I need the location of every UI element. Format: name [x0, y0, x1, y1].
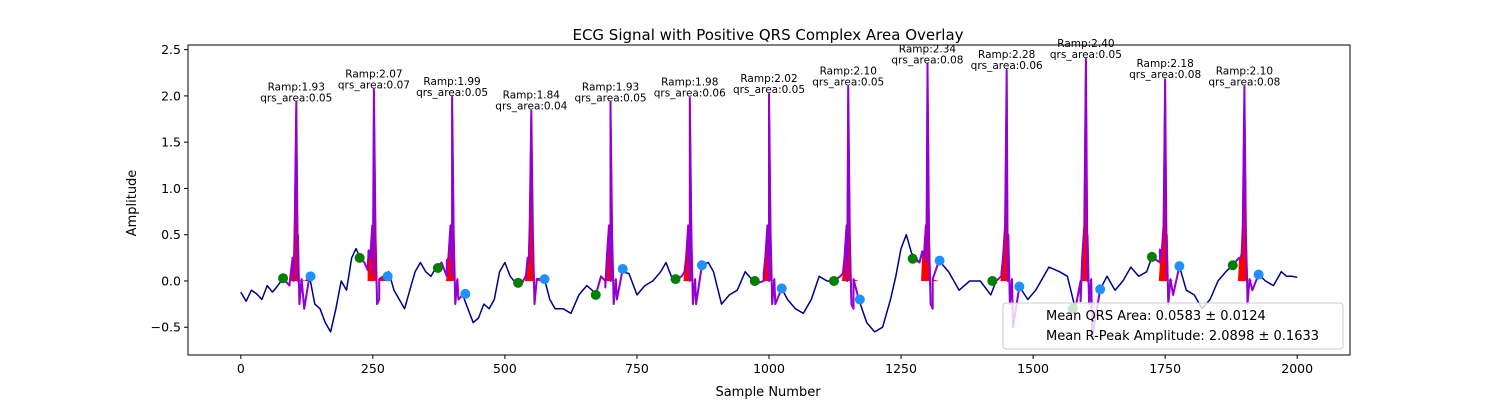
qrs-area-label: qrs_area:0.08	[1129, 69, 1201, 81]
qrs-area-label: qrs_area:0.06	[971, 60, 1043, 72]
qrs-offset-marker	[460, 288, 471, 299]
qrs-area-label: qrs_area:0.05	[733, 84, 805, 96]
r-amp-label: Ramp:2.28	[978, 49, 1035, 61]
qrs-offset-marker	[382, 271, 393, 282]
qrs-offset-marker	[305, 271, 316, 282]
qrs-offset-marker	[1253, 269, 1264, 280]
qrs-segment-line	[675, 96, 703, 306]
qrs-segment-line	[436, 95, 466, 306]
qrs-onset-marker	[513, 277, 524, 288]
qrs-onset-marker	[278, 273, 289, 284]
r-amp-label: Ramp:2.10	[1216, 66, 1273, 78]
y-tick-label: 2.5	[161, 42, 181, 57]
r-amp-label: Ramp:2.10	[820, 66, 877, 78]
legend-entry: Mean R-Peak Amplitude: 2.0898 ± 0.1633	[1046, 329, 1319, 344]
y-tick-label: 0.0	[161, 273, 181, 288]
qrs-segment-line	[594, 101, 624, 306]
x-tick-label: 750	[625, 361, 649, 376]
qrs-segment-line	[359, 88, 388, 306]
qrs-onset-marker	[432, 263, 443, 274]
r-amp-label: Ramp:1.98	[661, 77, 718, 89]
qrs-segment-line	[754, 93, 783, 306]
qrs-area-label: qrs_area:0.07	[338, 79, 410, 91]
r-amp-label: Ramp:1.99	[423, 76, 480, 88]
x-axis-label: Sample Number	[715, 385, 821, 400]
qrs-onset-marker	[1227, 260, 1238, 271]
x-tick-label: 250	[361, 361, 385, 376]
chart-title: ECG Signal with Positive QRS Complex Are…	[572, 26, 963, 44]
r-amp-label: Ramp:1.84	[503, 90, 561, 102]
qrs-area-label: qrs_area:0.04	[495, 101, 567, 113]
qrs-onset-marker	[907, 253, 918, 264]
y-tick-label: −0.5	[151, 320, 181, 335]
qrs-onset-marker	[749, 275, 760, 286]
qrs-offset-marker	[934, 255, 945, 266]
r-amp-label: Ramp:2.18	[1136, 58, 1193, 70]
qrs-area-label: qrs_area:0.05	[416, 87, 488, 99]
qrs-offset-marker	[1095, 284, 1106, 295]
qrs-onset-marker	[354, 252, 365, 263]
qrs-onset-marker	[828, 275, 839, 286]
qrs-offset-marker	[854, 294, 865, 305]
plot-area	[240, 57, 1298, 338]
qrs-segment-line	[992, 69, 1021, 329]
qrs-segment-line	[282, 101, 311, 310]
qrs-onset-marker	[590, 289, 601, 300]
qrs-area-label: qrs_area:0.05	[1050, 49, 1122, 61]
r-amp-label: Ramp:2.02	[740, 73, 797, 85]
qrs-area-label: qrs_area:0.05	[575, 92, 647, 104]
qrs-segment-line	[833, 85, 860, 310]
r-amp-label: Ramp:2.34	[899, 43, 957, 55]
qrs-onset-marker	[1146, 251, 1157, 262]
y-tick-label: 1.0	[161, 181, 181, 196]
x-tick-label: 0	[237, 361, 245, 376]
qrs-onset-marker	[987, 275, 998, 286]
r-amp-label: Ramp:2.07	[345, 68, 402, 80]
legend: Mean QRS Area: 0.0583 ± 0.0124 Mean R-Pea…	[1002, 302, 1344, 350]
r-amp-label: Ramp:1.93	[268, 81, 325, 93]
y-tick-label: 1.5	[161, 135, 181, 150]
qrs-offset-marker	[539, 274, 550, 285]
qrs-area-fill	[921, 64, 939, 282]
beat-annotations: Ramp:1.93qrs_area:0.05Ramp:2.07qrs_area:…	[260, 38, 1280, 113]
x-tick-label: 1250	[885, 361, 917, 376]
qrs-segment-line	[912, 63, 941, 310]
qrs-area-label: qrs_area:0.06	[654, 88, 726, 100]
x-tick-label: 500	[493, 361, 517, 376]
x-axis-ticks: 0 250 500 750 1000 1250 1500 1750 2000	[237, 355, 1313, 376]
qrs-area-label: qrs_area:0.05	[260, 92, 332, 104]
qrs-segment-line	[1072, 57, 1102, 338]
qrs-area-label: qrs_area:0.08	[891, 54, 963, 66]
qrs-offset-marker	[1014, 281, 1025, 292]
qrs-area-label: qrs_area:0.05	[812, 77, 884, 89]
y-axis-ticks: −0.5 0.0 0.5 1.0 1.5 2.0 2.5	[151, 42, 188, 335]
qrs-area-label: qrs_area:0.08	[1208, 77, 1280, 89]
qrs-offset-marker	[776, 283, 787, 294]
qrs-offset-marker	[617, 263, 628, 274]
qrs-segment-line	[517, 109, 545, 306]
x-tick-label: 1750	[1149, 361, 1181, 376]
legend-entry: Mean QRS Area: 0.0583 ± 0.0124	[1046, 309, 1266, 324]
y-axis-label: Amplitude	[125, 170, 140, 237]
x-tick-label: 1000	[753, 361, 785, 376]
legend-box	[1002, 302, 1344, 350]
r-amp-label: Ramp:2.40	[1057, 38, 1114, 50]
y-tick-label: 2.0	[161, 88, 181, 103]
x-tick-label: 1500	[1017, 361, 1049, 376]
r-amp-label: Ramp:1.93	[582, 81, 639, 93]
qrs-segment-line	[1151, 78, 1181, 306]
qrs-segment-line	[1231, 85, 1260, 306]
qrs-offset-marker	[696, 260, 707, 271]
x-tick-label: 2000	[1281, 361, 1313, 376]
qrs-onset-marker	[670, 274, 681, 285]
y-tick-label: 0.5	[161, 227, 181, 242]
qrs-offset-marker	[1174, 261, 1185, 272]
